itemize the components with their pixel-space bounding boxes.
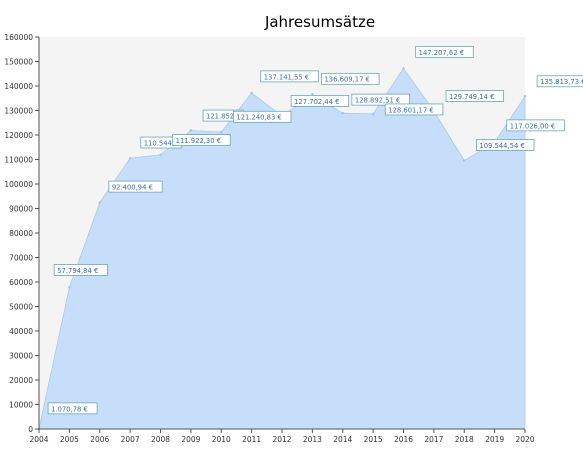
data-point-2010 xyxy=(220,130,223,134)
x-tick-label: 2004 xyxy=(29,435,48,444)
y-tick-label: 90000 xyxy=(9,205,33,214)
x-tick-label: 2012 xyxy=(272,435,291,444)
data-label-box xyxy=(415,45,474,58)
y-tick-label: 150000 xyxy=(4,58,33,67)
y-tick-label: 10000 xyxy=(9,401,33,410)
y-tick-label: 20000 xyxy=(9,376,33,385)
chart-title: Jahresumsätze xyxy=(264,13,375,31)
data-label-box xyxy=(108,180,163,193)
data-label: 57.794,84 € xyxy=(57,267,98,275)
data-label: 147.207,62 € xyxy=(419,49,464,57)
data-point-2018 xyxy=(463,159,466,162)
x-tick-label: 2016 xyxy=(394,435,413,444)
data-label: 121.852, xyxy=(206,112,236,120)
x-tick-label: 2018 xyxy=(455,435,474,444)
data-label: 135.813,73 € xyxy=(540,78,583,86)
data-label: 110.544, xyxy=(144,139,174,147)
data-label-box xyxy=(53,264,108,276)
x-tick-label: 2015 xyxy=(364,435,383,444)
data-label: 128.601,17 € xyxy=(388,106,433,114)
y-tick-label: 140000 xyxy=(4,82,33,91)
x-tick-label: 2017 xyxy=(424,435,443,444)
data-label: 127.702,44 € xyxy=(294,98,339,106)
y-tick-label: 60000 xyxy=(9,278,33,287)
y-tick-label: 30000 xyxy=(9,352,33,361)
data-point-2013 xyxy=(311,93,314,96)
y-tick-label: 130000 xyxy=(4,107,33,116)
data-label: 117.026,00 € xyxy=(510,122,555,130)
y-tick-label: 100000 xyxy=(4,180,33,189)
y-tick-label: 80000 xyxy=(9,229,33,238)
x-tick-label: 2007 xyxy=(121,435,140,444)
x-tick-label: 2019 xyxy=(485,435,504,444)
y-tick-label: 40000 xyxy=(9,327,33,336)
data-label-box xyxy=(445,90,505,102)
y-tick-label: 70000 xyxy=(9,254,33,263)
data-label-box xyxy=(351,93,410,106)
data-label-box xyxy=(232,110,292,123)
data-label: 129.749,14 € xyxy=(449,93,494,101)
x-tick-label: 2005 xyxy=(60,435,79,444)
y-tick-label: 160000 xyxy=(4,33,33,42)
data-label-box xyxy=(506,119,565,132)
data-label-box xyxy=(260,70,319,83)
data-label-box xyxy=(475,139,535,151)
data-label: 121.240,83 € xyxy=(236,114,281,122)
data-label: 136.609,17 € xyxy=(324,76,369,84)
data-point-2011 xyxy=(250,91,253,95)
x-tick-label: 2014 xyxy=(333,435,352,444)
data-label: 92.400,94 € xyxy=(112,184,153,192)
data-label: 128.892,51 € xyxy=(355,97,400,105)
data-label: 1.070,78 € xyxy=(51,405,88,413)
y-tick-label: 120000 xyxy=(4,131,33,140)
data-label-box xyxy=(172,134,231,146)
data-point-2006 xyxy=(98,201,101,204)
data-point-2020 xyxy=(523,95,527,98)
y-tick-label: 50000 xyxy=(9,303,33,312)
x-tick-label: 2008 xyxy=(151,435,170,444)
x-tick-label: 2009 xyxy=(181,435,200,444)
data-label-box xyxy=(321,72,380,85)
data-label-box xyxy=(384,103,444,116)
y-tick-label: 0 xyxy=(28,425,33,434)
data-point-2005 xyxy=(68,286,71,289)
data-point-2008 xyxy=(159,153,162,156)
y-tick-label: 110000 xyxy=(4,156,33,165)
data-label: 111.922,30 € xyxy=(176,137,221,145)
x-tick-label: 2020 xyxy=(515,435,534,444)
data-label-box xyxy=(536,75,583,88)
data-point-2016 xyxy=(402,67,405,70)
data-label-box xyxy=(47,402,98,415)
data-label: 109.544,54 € xyxy=(479,142,524,150)
x-tick-label: 2006 xyxy=(90,435,109,444)
x-tick-label: 2011 xyxy=(242,435,261,444)
data-point-2007 xyxy=(128,156,132,160)
data-point-2009 xyxy=(189,129,193,132)
data-label-box xyxy=(290,94,350,107)
x-tick-label: 2010 xyxy=(212,435,231,444)
data-label: 137.141,55 € xyxy=(264,73,309,81)
plot-area: 0 10000 20000 30000 40000 50000 60000 70000 8000… xyxy=(4,33,583,444)
data-point-2014 xyxy=(341,112,344,115)
data-point-2015 xyxy=(371,112,375,116)
x-tick-label: 2013 xyxy=(303,435,322,444)
